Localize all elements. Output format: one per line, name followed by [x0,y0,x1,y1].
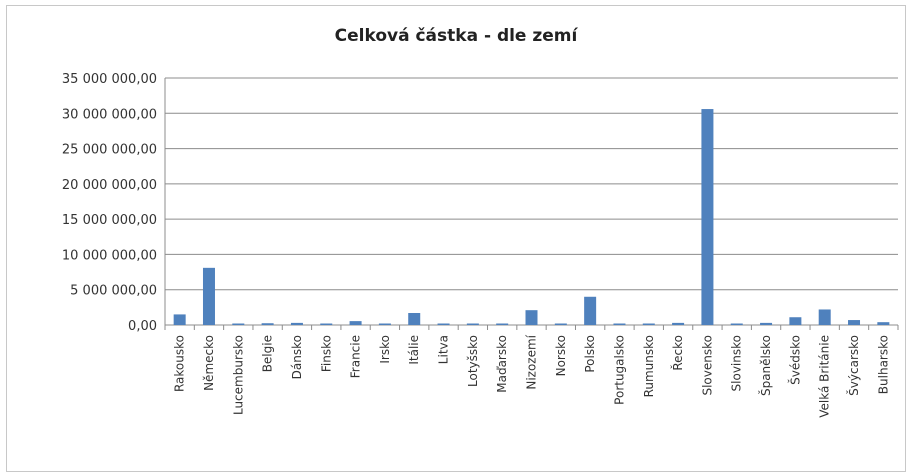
x-tick-label: Španělsko [758,335,773,396]
bar [320,323,333,325]
bar [408,313,421,325]
y-tick-label: 5 000 000,00 [70,284,157,299]
x-tick-label: Švédsko [787,335,802,385]
bar [349,321,362,325]
x-tick-label: Irsko [378,335,392,364]
bar [730,323,743,325]
bar [848,320,861,325]
x-tick-label: Belgie [261,335,275,372]
x-tick-label: Řecko [670,335,685,371]
y-tick-label: 20 000 000,00 [62,178,157,193]
x-tick-label: Polsko [583,335,597,373]
x-tick-label: Velká Británie [818,335,832,418]
x-tick-label: Maďarsko [495,335,509,393]
chart-frame: Celková částka - dle zemí [6,5,906,472]
bar [437,323,450,325]
bar [202,267,215,325]
bar [378,323,391,325]
bar [173,314,186,325]
bar [613,323,626,325]
y-tick-label: 0,00 [128,319,157,334]
x-tick-label: Rumunsko [642,335,656,397]
x-tick-label: Lucembursko [231,335,245,415]
bar [789,317,802,325]
bar [525,310,538,325]
chart-title: Celková částka - dle zemí [334,26,578,46]
x-tick-label: Finsko [319,335,333,372]
x-tick-label: Slovinsko [730,335,744,391]
x-tick-label: Německo [202,335,216,391]
x-tick-label: Rakousko [173,335,187,392]
bar [232,323,245,325]
bar [584,296,597,325]
bar [290,322,303,325]
x-tick-label: Francie [349,335,363,378]
bar [466,323,479,325]
x-tick-label: Dánsko [290,335,304,379]
bar [554,323,567,325]
x-tick-label: Norsko [554,335,568,376]
y-tick-label: 30 000 000,00 [62,107,157,122]
x-tick-label: Švýcarsko [846,335,861,396]
bar [672,322,685,325]
bar [818,309,831,325]
bar [760,322,773,325]
x-tick-label: Lotyšsko [466,335,480,387]
bar [877,322,890,325]
x-tick-label: Portugalsko [612,335,626,405]
y-tick-label: 10 000 000,00 [62,248,157,263]
bar [261,323,274,325]
x-tick-label: Slovensko [700,335,714,396]
bar [701,109,714,326]
x-tick-label: Itálie [407,335,421,365]
x-tick-label: Litva [437,335,451,364]
x-tick-label: Nizozemí [525,334,539,389]
bar [496,323,509,325]
y-tick-label: 35 000 000,00 [62,72,157,87]
x-tick-label: Bulharsko [876,335,890,394]
bar [642,323,655,325]
y-tick-label: 25 000 000,00 [62,143,157,158]
y-tick-label: 15 000 000,00 [62,213,157,228]
